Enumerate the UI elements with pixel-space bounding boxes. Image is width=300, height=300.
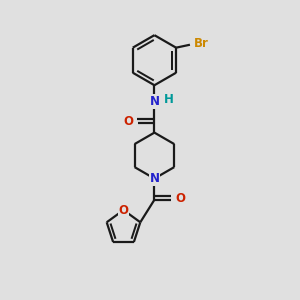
Text: O: O <box>118 204 128 217</box>
Text: N: N <box>149 95 159 108</box>
Text: Br: Br <box>194 37 209 50</box>
Text: O: O <box>124 115 134 128</box>
Text: H: H <box>164 93 174 106</box>
Text: O: O <box>175 192 185 205</box>
Text: N: N <box>149 172 159 185</box>
